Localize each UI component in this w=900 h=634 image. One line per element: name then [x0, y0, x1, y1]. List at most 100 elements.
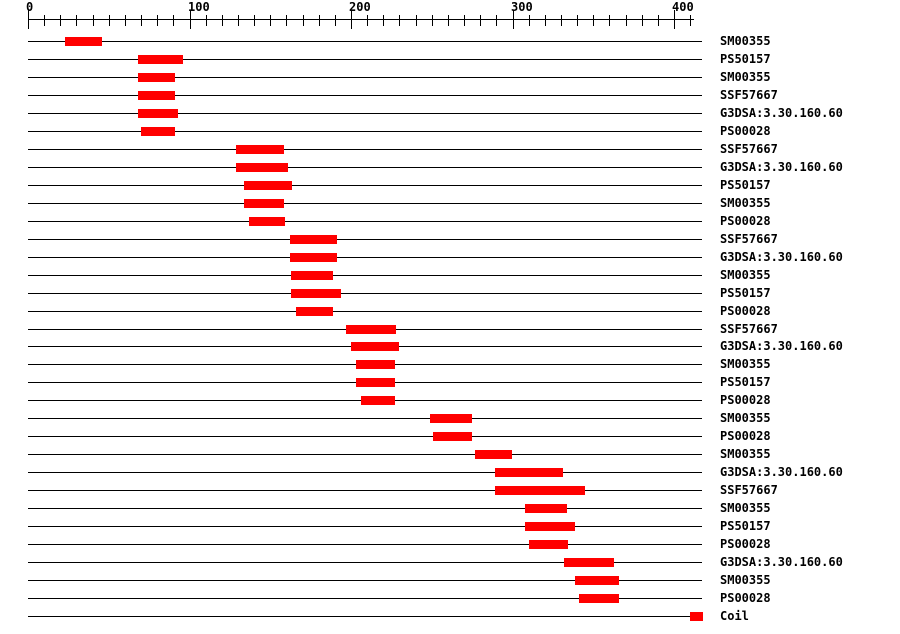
row-label: SM00355 [720, 501, 771, 515]
sequence-line [28, 598, 702, 599]
domain-bar [244, 181, 292, 190]
row-label: PS00028 [720, 304, 771, 318]
ruler-tick-minor [93, 15, 94, 26]
sequence-line [28, 562, 702, 563]
domain-bar [291, 271, 333, 280]
ruler-tick-major [513, 10, 514, 29]
sequence-line [28, 59, 702, 60]
sequence-line [28, 257, 702, 258]
ruler-tick-minor [109, 15, 110, 26]
ruler-tick-minor [76, 15, 77, 26]
sequence-line [28, 275, 702, 276]
ruler-tick-minor [44, 15, 45, 26]
sequence-line [28, 77, 702, 78]
domain-bar [495, 468, 563, 477]
ruler-tick-minor [173, 15, 174, 26]
sequence-line [28, 167, 702, 168]
sequence-line [28, 454, 702, 455]
row-label: SM00355 [720, 411, 771, 425]
domain-bar [249, 217, 285, 226]
ruler-tick-major [28, 10, 29, 29]
ruler-tick-minor [480, 15, 481, 26]
ruler-tick-minor [270, 15, 271, 26]
row-label: G3DSA:3.30.160.60 [720, 160, 843, 174]
sequence-line [28, 616, 702, 617]
domain-bar [138, 55, 183, 64]
ruler-tick-minor [496, 15, 497, 26]
ruler-tick-label: 0 [26, 0, 34, 14]
ruler-tick-minor [335, 15, 336, 26]
row-label: PS50157 [720, 178, 771, 192]
ruler-tick-minor [464, 15, 465, 26]
domain-bar [236, 163, 288, 172]
domain-bar [244, 199, 284, 208]
row-label: PS00028 [720, 124, 771, 138]
sequence-line [28, 436, 702, 437]
row-label: PS00028 [720, 393, 771, 407]
row-label: PS50157 [720, 519, 771, 533]
sequence-line [28, 203, 702, 204]
sequence-line [28, 311, 702, 312]
ruler-tick-minor [416, 15, 417, 26]
domain-bar [296, 307, 333, 316]
ruler-tick-minor [367, 15, 368, 26]
sequence-line [28, 418, 702, 419]
row-label: SM00355 [720, 447, 771, 461]
domain-bar [65, 37, 102, 46]
domain-bar [291, 289, 341, 298]
sequence-line [28, 508, 702, 509]
row-label: G3DSA:3.30.160.60 [720, 555, 843, 569]
domain-bar [525, 504, 567, 513]
ruler-tick-minor [157, 15, 158, 26]
sequence-line [28, 293, 702, 294]
domain-bar [529, 540, 568, 549]
domain-bar [690, 612, 703, 621]
row-label: SSF57667 [720, 142, 778, 156]
domain-bar [138, 73, 175, 82]
ruler-tick-label: 400 [672, 0, 694, 14]
row-label: SM00355 [720, 357, 771, 371]
sequence-line [28, 95, 702, 96]
row-label: Coil [720, 609, 749, 623]
sequence-line [28, 490, 702, 491]
sequence-line [28, 239, 702, 240]
ruler-tick-minor [432, 15, 433, 26]
ruler-tick-minor [141, 15, 142, 26]
sequence-line [28, 131, 702, 132]
domain-bar [141, 127, 175, 136]
ruler-tick-minor [609, 15, 610, 26]
ruler-tick-minor [690, 15, 691, 26]
ruler-tick-minor [658, 15, 659, 26]
sequence-line [28, 185, 702, 186]
row-label: PS00028 [720, 591, 771, 605]
ruler-tick-label: 100 [188, 0, 210, 14]
sequence-line [28, 149, 702, 150]
domain-bar [236, 145, 284, 154]
sequence-line [28, 221, 702, 222]
row-label: G3DSA:3.30.160.60 [720, 339, 843, 353]
domain-bar [564, 558, 614, 567]
sequence-line [28, 472, 702, 473]
row-label: PS00028 [720, 537, 771, 551]
row-label: PS50157 [720, 286, 771, 300]
ruler-tick-label: 300 [511, 0, 533, 14]
row-label: PS50157 [720, 52, 771, 66]
ruler-tick-minor [303, 15, 304, 26]
ruler-tick-minor [383, 15, 384, 26]
ruler-axis-line [28, 19, 694, 20]
sequence-line [28, 41, 702, 42]
domain-bar [525, 522, 575, 531]
domain-bar [138, 91, 175, 100]
ruler-tick-minor [286, 15, 287, 26]
ruler-tick-minor [238, 15, 239, 26]
ruler-tick-minor [60, 15, 61, 26]
domain-bar [351, 342, 399, 351]
ruler-tick-minor [399, 15, 400, 26]
ruler-tick-minor [593, 15, 594, 26]
domain-bar [290, 253, 337, 262]
domain-bar [575, 576, 619, 585]
domain-bar [579, 594, 619, 603]
domain-bar [433, 432, 472, 441]
domain-bar [361, 396, 395, 405]
ruler-tick-minor [626, 15, 627, 26]
